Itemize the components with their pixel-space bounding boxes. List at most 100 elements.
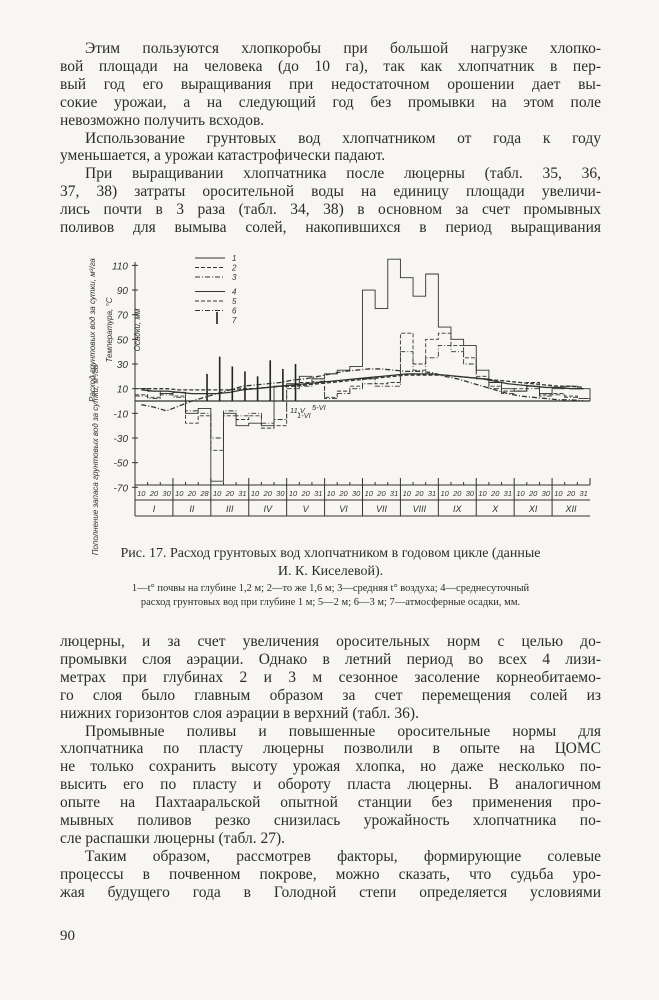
series-5-line	[135, 332, 591, 451]
y-tick-label: 90	[117, 286, 129, 297]
annotation: 1-VI	[297, 411, 311, 420]
text-line: уменьшается, а урожаи катастрофически па…	[60, 147, 386, 165]
text-line: промывки слоя аэрации. Однако в летний п…	[60, 650, 601, 668]
month-label: X	[491, 504, 499, 514]
decade-label: 30	[466, 489, 475, 498]
decade-label: 30	[276, 489, 285, 498]
page-number: 90	[60, 928, 75, 944]
y-tick-label: -50	[114, 459, 129, 470]
decade-label: 20	[187, 489, 197, 498]
decade-label: 20	[528, 489, 538, 498]
month-label: VII	[376, 504, 388, 514]
text-line: процессы в почвенном покрове, можно сказ…	[60, 865, 601, 883]
y-axis-label: Расход грунтовых вод за сутки, м³/га	[88, 258, 97, 402]
text-line: поливов для вымыва солей, накопившихся в…	[60, 219, 601, 236]
decade-label: 20	[490, 489, 500, 498]
month-label: XII	[565, 504, 578, 514]
text-line: сокие урожаи, а на следующий год без про…	[60, 93, 601, 111]
month-label: I	[153, 504, 156, 514]
decade-label: 30	[542, 489, 551, 498]
text-line: метрах при глубинах 2 и 3 м сезонное зас…	[60, 668, 601, 686]
month-label: II	[189, 504, 195, 514]
decade-label: 10	[516, 489, 525, 498]
decade-label: 10	[478, 489, 487, 498]
decade-label: 20	[300, 489, 310, 498]
text-line: не только сохранить высоту урожая хлопка…	[60, 758, 601, 776]
text-line: Этим пользуются хлопкоробы при большой н…	[85, 40, 601, 57]
decade-label: 10	[440, 489, 449, 498]
decade-label: 20	[149, 489, 159, 498]
legend-label: 3	[232, 273, 237, 282]
y-tick-label: -30	[114, 434, 129, 445]
legend-label: 1	[232, 254, 236, 263]
month-label: III	[226, 504, 234, 514]
decade-label: 31	[314, 489, 322, 498]
text-line: хлопчатника по пласту люцерны позволили …	[60, 740, 601, 758]
y-tick-label: -10	[114, 409, 129, 420]
decade-label: 31	[580, 489, 588, 498]
caption-title-1: Рис. 17. Расход грунтовых вод хлопчатник…	[120, 546, 541, 561]
text-line: лись почти в 3 раза (табл. 34, 38) в осн…	[60, 201, 601, 219]
series-6-line	[135, 345, 591, 439]
annotation: 5-VI	[312, 403, 326, 412]
decade-label: 31	[504, 489, 512, 498]
text-line: вый год его выращивания при недостаточно…	[60, 75, 601, 93]
text-line: мывных поливов резко снизилась урожайнос…	[60, 812, 601, 829]
text-line: сле распашки люцерны (табл. 27).	[60, 829, 286, 847]
decade-label: 10	[327, 489, 336, 498]
text-line: го слоя было главным образом за счет пер…	[60, 686, 601, 704]
text-line: Таким образом, рассмотрев факторы, форми…	[85, 847, 601, 865]
text-line: 37, 38) затраты оросительной воды на еди…	[60, 183, 601, 201]
caption-title-2: И. К. Киселевой).	[277, 564, 384, 579]
decade-label: 10	[213, 489, 222, 498]
y-tick-label: 10	[117, 385, 129, 396]
legend-label: 2	[231, 264, 237, 273]
y-axis-label: Температура, °C	[105, 297, 114, 362]
decade-label: 28	[199, 489, 209, 498]
decade-label: 10	[554, 489, 563, 498]
text-line: Промывные поливы и повышенные оросительн…	[85, 722, 601, 740]
y-tick-label: 70	[117, 311, 129, 322]
text-line: нижних горизонтов слоя аэрации в верхний…	[60, 704, 419, 722]
caption-legend-1: 1—t° почвы на глубине 1,2 м; 2—то же 1,6…	[131, 583, 530, 594]
text-line: Использование грунтовых вод хлопчатником…	[85, 129, 601, 147]
decade-label: 10	[175, 489, 184, 498]
decade-label: 31	[238, 489, 246, 498]
month-label: VIII	[413, 504, 427, 514]
legend-label: 5	[232, 297, 237, 306]
month-label: V	[303, 504, 310, 514]
annotation: 11.V	[290, 406, 306, 415]
decade-label: 20	[452, 489, 462, 498]
month-label: IX	[453, 504, 463, 514]
decade-label: 10	[251, 489, 260, 498]
legend-label: 6	[232, 307, 237, 316]
decade-label: 10	[403, 489, 412, 498]
text-line: опыте на Пахтааральской опытной станции …	[60, 794, 601, 812]
decade-label: 31	[390, 489, 398, 498]
legend-label: 4	[232, 288, 237, 297]
text-line: При выращивании хлопчатника после люцерн…	[85, 165, 601, 183]
y-axis-label: Пополнение запаса грунтовых вод за сутки…	[91, 364, 100, 555]
month-label: VI	[339, 504, 348, 514]
y-axis-label: Осадки, мм	[133, 308, 142, 351]
text-line: высить его по пласту и обороту пласта лю…	[60, 776, 601, 794]
y-tick-label: -70	[114, 483, 129, 494]
y-tick-label: 50	[117, 335, 129, 346]
decade-label: 10	[289, 489, 298, 498]
text-line: жая будущего года в Голодной степи опред…	[60, 883, 601, 901]
decade-label: 20	[414, 489, 424, 498]
series-2-line	[141, 374, 584, 391]
decade-label: 10	[365, 489, 374, 498]
decade-label: 31	[428, 489, 436, 498]
caption-legend-2: расход грунтовых вод при глубине 1 м; 5—…	[140, 597, 521, 608]
decade-label: 20	[566, 489, 576, 498]
text-line: невозможно получить всходов.	[60, 111, 265, 129]
y-tick-label: 30	[117, 360, 129, 371]
text-line: вой площади на человека (до 10 га), так …	[60, 57, 601, 75]
decade-label: 20	[338, 489, 348, 498]
month-label: IV	[263, 504, 273, 514]
decade-label: 20	[376, 489, 386, 498]
decade-label: 20	[263, 489, 273, 498]
